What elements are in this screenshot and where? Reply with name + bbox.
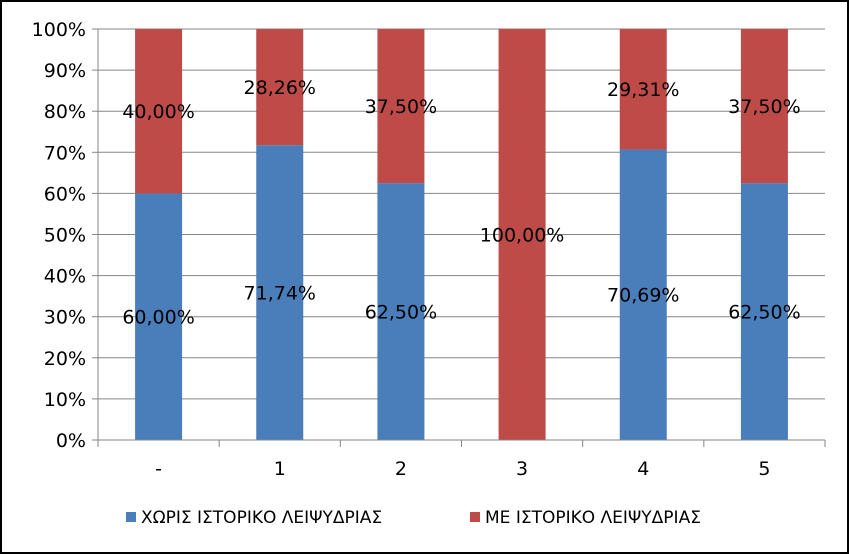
x-tick-label: 5 bbox=[758, 458, 770, 480]
y-tick-label: 20% bbox=[44, 348, 86, 370]
bar-segment-with-history bbox=[498, 29, 546, 440]
y-tick-label: 80% bbox=[44, 101, 86, 123]
y-tick-label: 0% bbox=[56, 430, 86, 452]
legend-label: ΧΩΡΙΣ ΙΣΤΟΡΙΚΟ ΛΕΙΨΥΔΡΙΑΣ bbox=[141, 508, 382, 528]
bar-segment-with-history bbox=[740, 29, 788, 184]
legend: ΧΩΡΙΣ ΙΣΤΟΡΙΚΟ ΛΕΙΨΥΔΡΙΑΣ ΜΕ ΙΣΤΟΡΙΚΟ ΛΕΙ… bbox=[126, 508, 701, 528]
y-tick-label: 10% bbox=[44, 389, 86, 411]
data-label: 40,00% bbox=[122, 101, 194, 123]
data-labels: 60,00% 40,00% 71,74% 28,26% 62,50% 37,50% 100,… bbox=[122, 77, 800, 329]
data-label: 100,00% bbox=[480, 225, 565, 247]
x-tick-label: 2 bbox=[395, 458, 407, 480]
bar-segment-with-history bbox=[135, 29, 183, 194]
y-tick-label: 70% bbox=[44, 142, 86, 164]
bar-segment-with-history bbox=[619, 29, 667, 150]
bar-segment-without-history bbox=[256, 145, 304, 440]
legend-swatch bbox=[126, 512, 136, 522]
data-label: 60,00% bbox=[122, 307, 194, 329]
bar-segment-without-history bbox=[740, 183, 788, 440]
data-label: 70,69% bbox=[607, 285, 679, 307]
axes: 0% 10% 20% 30% 40% 50% 60% 70% 80% 90% 100% - 1 2 3 4 5 bbox=[32, 19, 826, 480]
legend-label: ΜΕ ΙΣΤΟΡΙΚΟ ΛΕΙΨΥΔΡΙΑΣ bbox=[485, 508, 701, 528]
y-tick-label: 30% bbox=[44, 307, 86, 329]
data-label: 62,50% bbox=[365, 302, 437, 324]
y-tick-label: 40% bbox=[44, 266, 86, 288]
x-tick-label: 3 bbox=[516, 458, 528, 480]
x-tick-label: - bbox=[155, 458, 162, 480]
x-tick-label: 1 bbox=[274, 458, 286, 480]
bar-segment-without-history bbox=[619, 149, 667, 440]
y-tick-label: 90% bbox=[44, 60, 86, 82]
x-tick-label: 4 bbox=[637, 458, 649, 480]
y-tick-label: 50% bbox=[44, 225, 86, 247]
data-label: 37,50% bbox=[728, 96, 800, 118]
bar-segment-without-history bbox=[135, 193, 183, 440]
data-label: 62,50% bbox=[728, 302, 800, 324]
bar-segment-with-history bbox=[256, 29, 304, 146]
data-label: 71,74% bbox=[244, 283, 316, 305]
gridlines bbox=[98, 28, 825, 400]
bar-segment-with-history bbox=[377, 29, 425, 184]
y-tick-label: 60% bbox=[44, 183, 86, 205]
data-label: 37,50% bbox=[365, 96, 437, 118]
y-tick-label: 100% bbox=[32, 19, 86, 41]
legend-swatch bbox=[470, 512, 480, 522]
data-label: 28,26% bbox=[244, 77, 316, 99]
bars bbox=[135, 29, 788, 440]
data-label: 29,31% bbox=[607, 79, 679, 101]
bar-segment-without-history bbox=[377, 183, 425, 440]
